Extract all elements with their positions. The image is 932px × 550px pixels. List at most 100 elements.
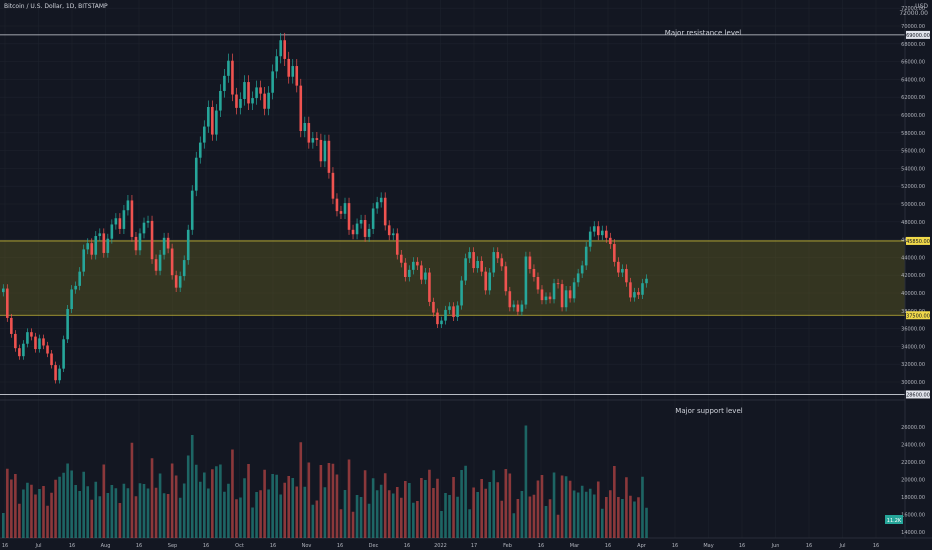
volume-bar xyxy=(444,493,447,538)
volume-bar xyxy=(215,466,218,538)
volume-bar xyxy=(38,489,41,538)
volume-bar xyxy=(295,486,299,538)
volume-bar xyxy=(94,481,98,538)
time-tick-label: 17 xyxy=(471,543,477,549)
volume-bar xyxy=(343,490,347,538)
volume-bar xyxy=(243,478,246,538)
volume-bar xyxy=(367,503,371,538)
candle-body xyxy=(387,225,391,236)
candle-body xyxy=(560,284,564,308)
volume-bar xyxy=(456,496,459,538)
time-tick-label: 2022 xyxy=(434,543,447,549)
candle-body xyxy=(617,261,620,273)
volume-bar xyxy=(247,464,250,538)
candle-body xyxy=(82,249,85,272)
candle-body xyxy=(420,265,423,280)
volume-bar xyxy=(596,481,600,538)
volume-bar xyxy=(142,484,146,538)
candle-body xyxy=(303,123,307,132)
volume-tick-label: 22000.00 xyxy=(901,460,925,466)
volume-bar xyxy=(412,502,415,538)
candle-body xyxy=(536,276,540,290)
candle-body xyxy=(154,259,158,271)
volume-badge[interactable]: 11.2K xyxy=(885,515,903,524)
level-labels: 69000.00 45850.00 37500.00 28600.00 xyxy=(906,30,930,399)
candle-body xyxy=(452,306,455,318)
candle-body xyxy=(34,336,37,350)
candle-body xyxy=(78,271,81,286)
volume-bar xyxy=(448,495,451,538)
volume-bar xyxy=(18,503,21,538)
volume-bar xyxy=(428,469,431,538)
candle-body xyxy=(524,256,528,305)
volume-bar xyxy=(223,491,226,538)
volume-bar xyxy=(251,507,254,538)
candle-body xyxy=(130,200,134,237)
volume-bar xyxy=(339,509,343,538)
volume-bar xyxy=(564,476,568,538)
volume-bar xyxy=(468,509,471,538)
volume-bar xyxy=(190,435,194,538)
candle-body xyxy=(14,333,17,349)
candle-body xyxy=(327,140,331,173)
time-tick-label: May xyxy=(703,543,713,549)
volume-bar xyxy=(86,486,90,538)
time-tick-label: 16 xyxy=(672,543,678,549)
volume-bar xyxy=(496,482,500,538)
candle-body xyxy=(126,200,130,211)
candle-body xyxy=(66,309,69,340)
volume-tick-label: 26000.00 xyxy=(901,425,925,431)
volume-bar xyxy=(194,464,198,538)
volume-bar xyxy=(488,482,492,538)
candle-body xyxy=(605,230,608,238)
volume-bar xyxy=(219,464,222,538)
volume-bar xyxy=(259,490,262,538)
volume-bar xyxy=(625,477,628,538)
volume-bar xyxy=(211,469,214,538)
price-tick-label: 68000.00 xyxy=(901,42,925,48)
volume-bar xyxy=(6,468,9,538)
candle-body xyxy=(629,282,632,298)
price-tick-label: 36000.00 xyxy=(901,327,925,333)
candle-body xyxy=(283,40,286,59)
time-tick-label: 16 xyxy=(404,543,410,549)
level-badge xyxy=(906,311,930,320)
price-tick-label: 64000.00 xyxy=(901,77,925,83)
candle-body xyxy=(54,365,57,381)
candle-body xyxy=(488,272,492,291)
volume-bar xyxy=(484,488,487,538)
candle-body xyxy=(645,278,648,284)
volume-bar xyxy=(355,495,359,538)
candle-body xyxy=(174,275,178,288)
candle-body xyxy=(412,261,415,270)
volume-bar xyxy=(70,470,73,538)
candle-body xyxy=(22,343,25,357)
candle-body xyxy=(311,138,315,143)
candle-body xyxy=(319,139,323,162)
volume-bar xyxy=(504,469,508,538)
candle-body xyxy=(110,224,114,239)
candle-body xyxy=(444,309,447,321)
volume-bar xyxy=(408,483,411,538)
volume-bar xyxy=(82,471,85,538)
volume-bar xyxy=(645,507,648,538)
volume-bar xyxy=(351,511,355,538)
candle-body xyxy=(138,233,142,251)
candle-body xyxy=(468,252,471,259)
volume-bar xyxy=(26,482,29,538)
volume-bar xyxy=(480,479,483,538)
volume-bar xyxy=(34,494,37,538)
candle-body xyxy=(395,233,399,255)
candle-body xyxy=(480,260,483,272)
candle-body xyxy=(379,197,383,203)
volume-bar xyxy=(315,500,319,538)
volume-bar xyxy=(609,490,612,538)
candle-body xyxy=(323,140,327,162)
candle-body xyxy=(609,237,612,245)
candle-body xyxy=(215,110,218,135)
volume-bar xyxy=(154,487,158,538)
volume-bar xyxy=(637,497,640,538)
candle-body xyxy=(307,123,311,143)
candle-body xyxy=(355,223,359,235)
